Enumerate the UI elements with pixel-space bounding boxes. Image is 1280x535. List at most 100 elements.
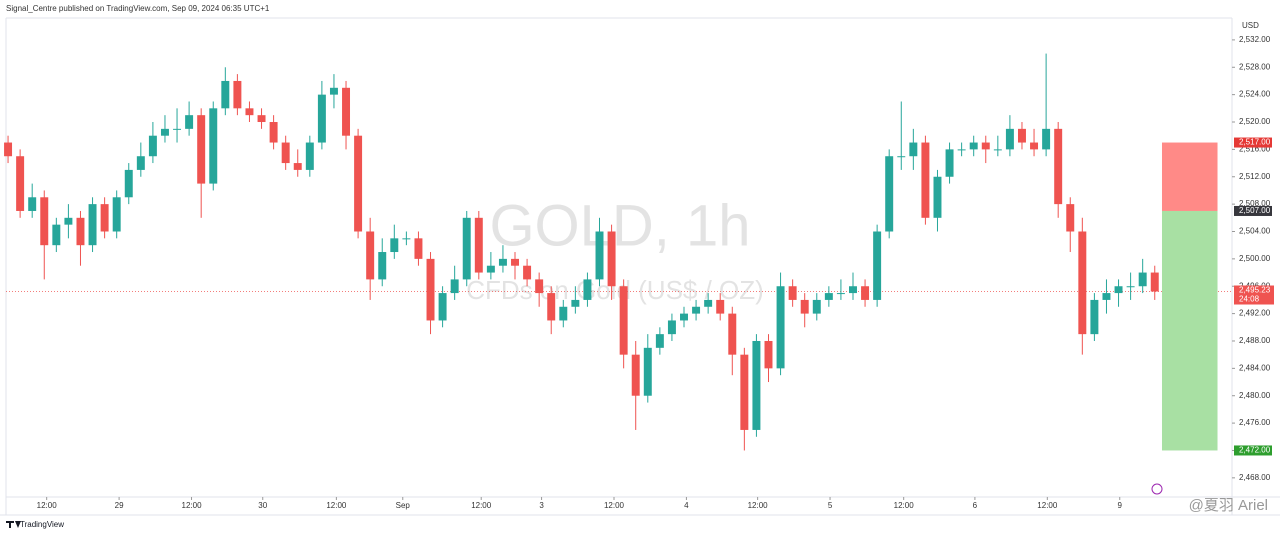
candle-body [197,115,206,184]
candle-body [921,142,930,218]
last-price-label: 2,495.23 [1239,286,1271,295]
x-tick-label: 12:00 [748,501,769,510]
stop-label-bg [1234,137,1272,148]
candle-body [764,340,773,369]
candle-body [1078,231,1087,335]
candle-body [112,197,121,232]
candle-body [704,299,713,307]
x-tick-label: 12:00 [37,501,58,510]
candle-body [945,149,954,177]
x-tick-label: 12:00 [1037,501,1058,510]
y-tick-label: 2,512.00 [1239,172,1271,181]
x-tick-label: 3 [539,501,544,510]
y-tick-label: 2,484.00 [1239,363,1271,372]
currency: USD [1242,21,1259,30]
last-price-bg [1234,285,1274,305]
candle-body [366,231,375,280]
candle-body [233,80,242,109]
y-tick-label: 2,492.00 [1239,309,1271,318]
y-tick-label: 2,508.00 [1239,199,1271,208]
y-tick-label: 2,524.00 [1239,90,1271,99]
candle-body [209,108,218,184]
candle-body [378,252,387,280]
candle-body [1030,142,1039,150]
candle-body [933,176,942,218]
candle-body [402,238,411,240]
y-tick-label: 2,528.00 [1239,62,1271,71]
candle-body [329,87,338,95]
candle-body [643,347,652,396]
candle-body [293,163,302,170]
watermark-title: GOLD, 1h [489,193,750,258]
candle-body [124,169,133,198]
x-tick-label: 12:00 [471,501,492,510]
candle-body [100,204,109,232]
candle-body [993,149,1002,151]
y-tick-label: 2,476.00 [1239,418,1271,427]
candle-body [1114,286,1123,294]
candle-body [342,87,351,136]
candle-body [909,142,918,157]
candle-body [498,258,507,266]
x-tick-label: 12:00 [894,501,915,510]
candle-body [438,293,447,321]
candle-body [1150,272,1159,292]
candle-body [4,142,13,157]
candle-body [173,128,182,130]
candle-body [486,265,495,273]
header: Signal_Centre published on TradingView.c… [6,4,270,13]
candle-body [257,115,266,123]
target-zone [1161,210,1218,451]
candle-body [571,299,580,307]
candle-body [450,279,459,294]
countdown: 24:08 [1239,295,1260,304]
candle-body [619,286,628,355]
candle-body [511,258,519,266]
candle-body [52,224,61,246]
candle-body [547,293,556,321]
x-tick-label: 12:00 [182,501,203,510]
y-tick-label: 2,532.00 [1239,35,1271,44]
candle-body [474,217,483,273]
candle-body [148,135,157,157]
stop-label: 2,517.00 [1239,138,1271,147]
y-tick-label: 2,504.00 [1239,227,1271,236]
candle-body [1090,299,1099,335]
candle-body [969,142,978,150]
candle-body [716,299,725,314]
x-tick-label: Sep [396,501,411,510]
y-tick-label: 2,500.00 [1239,254,1271,263]
candle-body [317,94,326,143]
candle-body [1005,128,1014,150]
candle-body [136,156,145,170]
candle-body [812,299,821,314]
candle-body [221,80,230,109]
candle-body [692,306,701,314]
candle-body [836,293,845,295]
candle-body [607,231,616,287]
candle-body [1126,286,1135,288]
candle-body [981,142,990,150]
candle-body [1066,204,1075,232]
candle-body [1138,272,1147,287]
candle-body [1102,293,1111,300]
x-tick-label: 4 [684,501,689,510]
candle-body [631,354,640,396]
candle-body [861,286,870,300]
target-label-bg [1234,445,1272,456]
x-tick-label: 12:00 [326,501,347,510]
y-tick-label: 2,520.00 [1239,117,1271,126]
candle-body [390,238,399,253]
candle-body [788,286,797,300]
candle-body [16,156,25,211]
candle-body [535,279,544,294]
y-tick-label: 2,488.00 [1239,336,1271,345]
candle-body [728,313,737,355]
candle-body [1042,128,1051,150]
candle-body [1054,128,1063,205]
signature: @夏羽 Ariel [1189,497,1268,514]
candle-body [64,217,73,225]
candle-body [667,320,676,335]
